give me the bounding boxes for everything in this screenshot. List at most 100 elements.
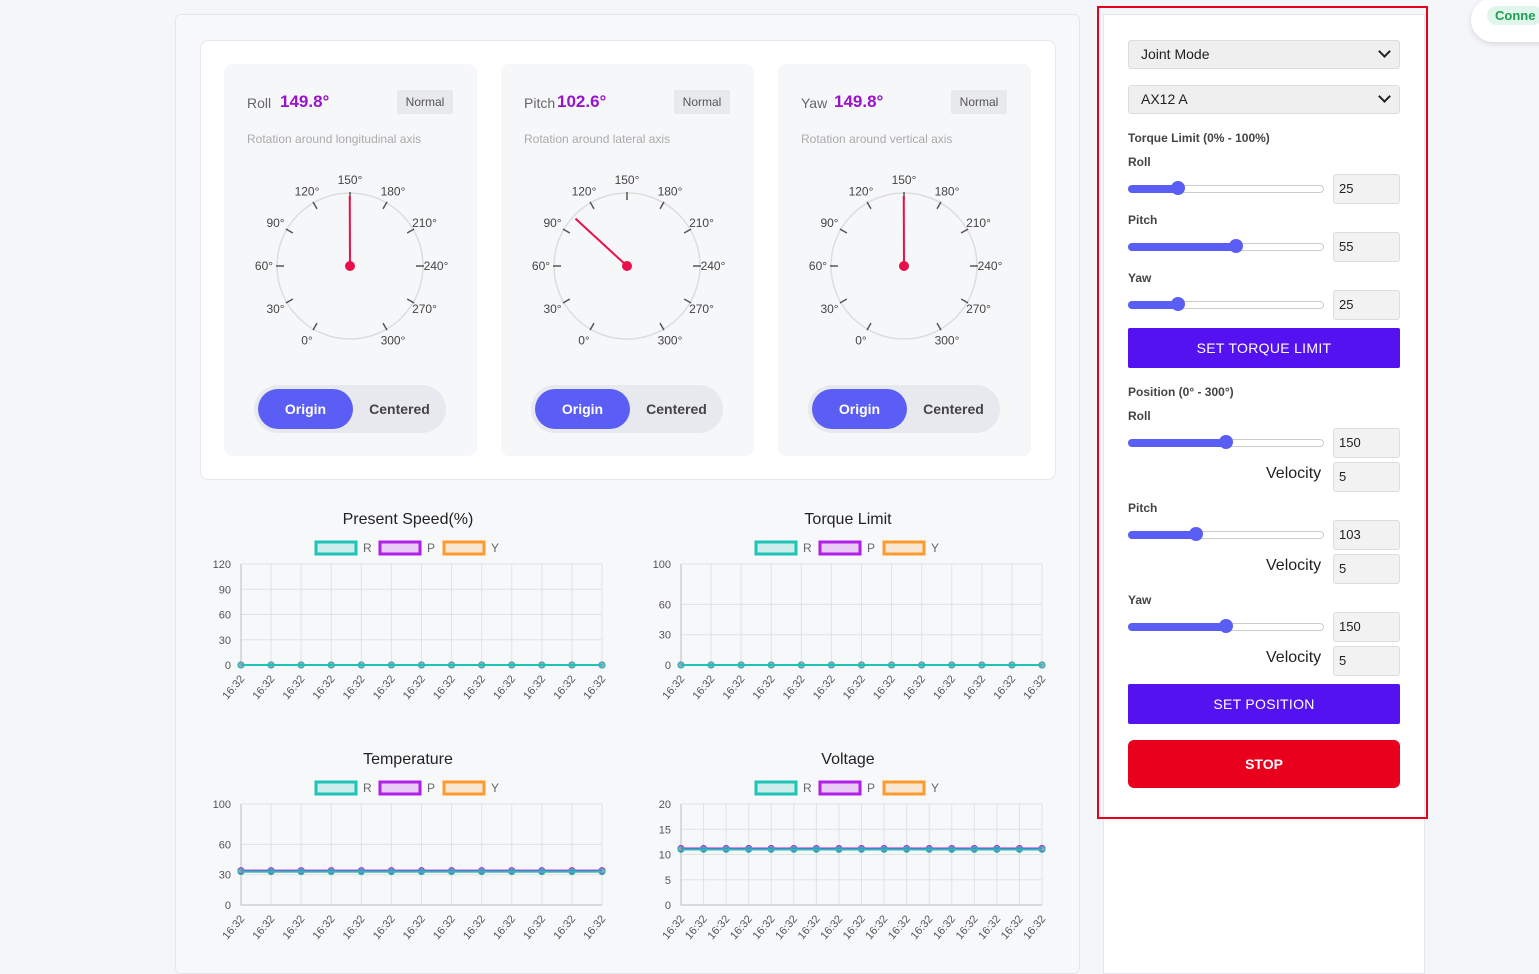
data-point-R xyxy=(768,846,774,852)
legend-swatch xyxy=(444,782,484,794)
data-point-R xyxy=(509,662,515,668)
y-tick-label: 120 xyxy=(213,559,231,571)
data-point-R xyxy=(449,869,455,875)
x-tick-label: 16:32 xyxy=(491,913,518,942)
highlight-frame xyxy=(1097,6,1428,819)
gauge-tick-label: 270° xyxy=(412,302,437,316)
data-point-R xyxy=(388,662,394,668)
chart-title: Present Speed(%) xyxy=(343,511,474,528)
connection-status-badge: Conne xyxy=(1487,6,1539,25)
legend-swatch xyxy=(756,782,796,794)
y-tick-label: 10 xyxy=(659,850,671,862)
legend-label: R xyxy=(803,541,812,555)
x-tick-label: 16:32 xyxy=(660,673,687,702)
gauge-tick-label: 30° xyxy=(543,302,561,316)
x-tick-label: 16:32 xyxy=(401,673,428,702)
data-point-R xyxy=(904,846,910,852)
data-point-R xyxy=(881,846,887,852)
legend-label: P xyxy=(427,781,435,795)
data-point-R xyxy=(539,662,545,668)
gauge-hub xyxy=(899,261,909,271)
x-tick-label: 16:32 xyxy=(311,673,338,702)
y-tick-label: 15 xyxy=(659,824,671,836)
y-tick-label: 5 xyxy=(665,875,671,887)
x-tick-label: 16:32 xyxy=(461,913,488,942)
gauge-tick xyxy=(840,299,847,303)
data-point-R xyxy=(994,846,1000,852)
data-point-R xyxy=(479,662,485,668)
data-point-R xyxy=(708,662,714,668)
x-tick-label: 16:32 xyxy=(683,913,710,942)
x-tick-label: 16:32 xyxy=(250,913,277,942)
data-point-R xyxy=(268,662,274,668)
x-tick-label: 16:32 xyxy=(250,673,277,702)
legend-label: P xyxy=(867,541,875,555)
centered-button[interactable]: Centered xyxy=(634,389,719,429)
gauge-tick xyxy=(840,229,847,233)
gauge-tick-label: 30° xyxy=(820,302,838,316)
x-tick-label: 16:32 xyxy=(961,673,988,702)
x-tick-label: 16:32 xyxy=(1021,913,1048,942)
centered-button[interactable]: Centered xyxy=(357,389,442,429)
gauge-description: Rotation around longitudinal axis xyxy=(247,132,421,146)
gauge-tick xyxy=(383,202,387,209)
gauge-tick-label: 210° xyxy=(966,216,991,230)
gauge-tick-label: 270° xyxy=(689,302,714,316)
x-tick-label: 16:32 xyxy=(706,913,733,942)
gauge-tick-label: 90° xyxy=(820,216,838,230)
chart-title: Voltage xyxy=(821,751,874,768)
legend-label: R xyxy=(363,781,372,795)
origin-button[interactable]: Origin xyxy=(535,389,630,429)
origin-button[interactable]: Origin xyxy=(812,389,907,429)
y-tick-label: 0 xyxy=(225,900,231,912)
gauge-tick-label: 240° xyxy=(701,259,726,273)
data-point-R xyxy=(449,662,455,668)
x-tick-label: 16:32 xyxy=(491,673,518,702)
origin-button[interactable]: Origin xyxy=(258,389,353,429)
gauge-tick xyxy=(563,229,570,233)
gauge-tick-label: 300° xyxy=(935,333,960,347)
y-tick-label: 90 xyxy=(219,584,231,596)
gauge-name: Pitch xyxy=(524,95,555,111)
gauge-tick-label: 90° xyxy=(266,216,284,230)
x-tick-label: 16:32 xyxy=(581,673,608,702)
chart-title: Torque Limit xyxy=(804,511,892,528)
data-point-R xyxy=(238,869,244,875)
x-tick-label: 16:32 xyxy=(521,673,548,702)
legend-swatch xyxy=(884,542,924,554)
gauge-tick xyxy=(590,202,594,209)
reference-toggle: Origin Centered xyxy=(531,385,723,433)
x-tick-label: 16:32 xyxy=(841,913,868,942)
x-tick-label: 16:32 xyxy=(431,673,458,702)
gauge-tick-label: 210° xyxy=(412,216,437,230)
status-badge: Normal xyxy=(951,90,1007,114)
gauge-tick xyxy=(660,323,664,330)
gauge-tick-label: 150° xyxy=(892,173,917,187)
roll-gauge-card: Roll 149.8° Normal Rotation around longi… xyxy=(224,64,477,456)
gauge-tick-label: 30° xyxy=(266,302,284,316)
reference-toggle: Origin Centered xyxy=(254,385,446,433)
legend-swatch xyxy=(380,782,420,794)
y-tick-label: 30 xyxy=(219,635,231,647)
y-tick-label: 30 xyxy=(659,630,671,642)
legend-label: Y xyxy=(491,781,499,795)
y-tick-label: 60 xyxy=(659,599,671,611)
legend-swatch xyxy=(820,782,860,794)
data-point-R xyxy=(889,662,895,668)
centered-button[interactable]: Centered xyxy=(911,389,996,429)
data-point-R xyxy=(238,662,244,668)
x-tick-label: 16:32 xyxy=(581,913,608,942)
y-tick-label: 0 xyxy=(665,660,671,672)
gauge-tick-label: 60° xyxy=(809,259,827,273)
y-tick-label: 0 xyxy=(225,660,231,672)
y-tick-label: 20 xyxy=(659,799,671,811)
gauge-name: Roll xyxy=(247,95,271,111)
yaw-gauge-card: Yaw 149.8° Normal Rotation around vertic… xyxy=(778,64,1031,456)
data-point-R xyxy=(328,869,334,875)
x-tick-label: 16:32 xyxy=(401,913,428,942)
x-tick-label: 16:32 xyxy=(773,913,800,942)
y-tick-label: 0 xyxy=(665,900,671,912)
y-tick-label: 60 xyxy=(219,839,231,851)
